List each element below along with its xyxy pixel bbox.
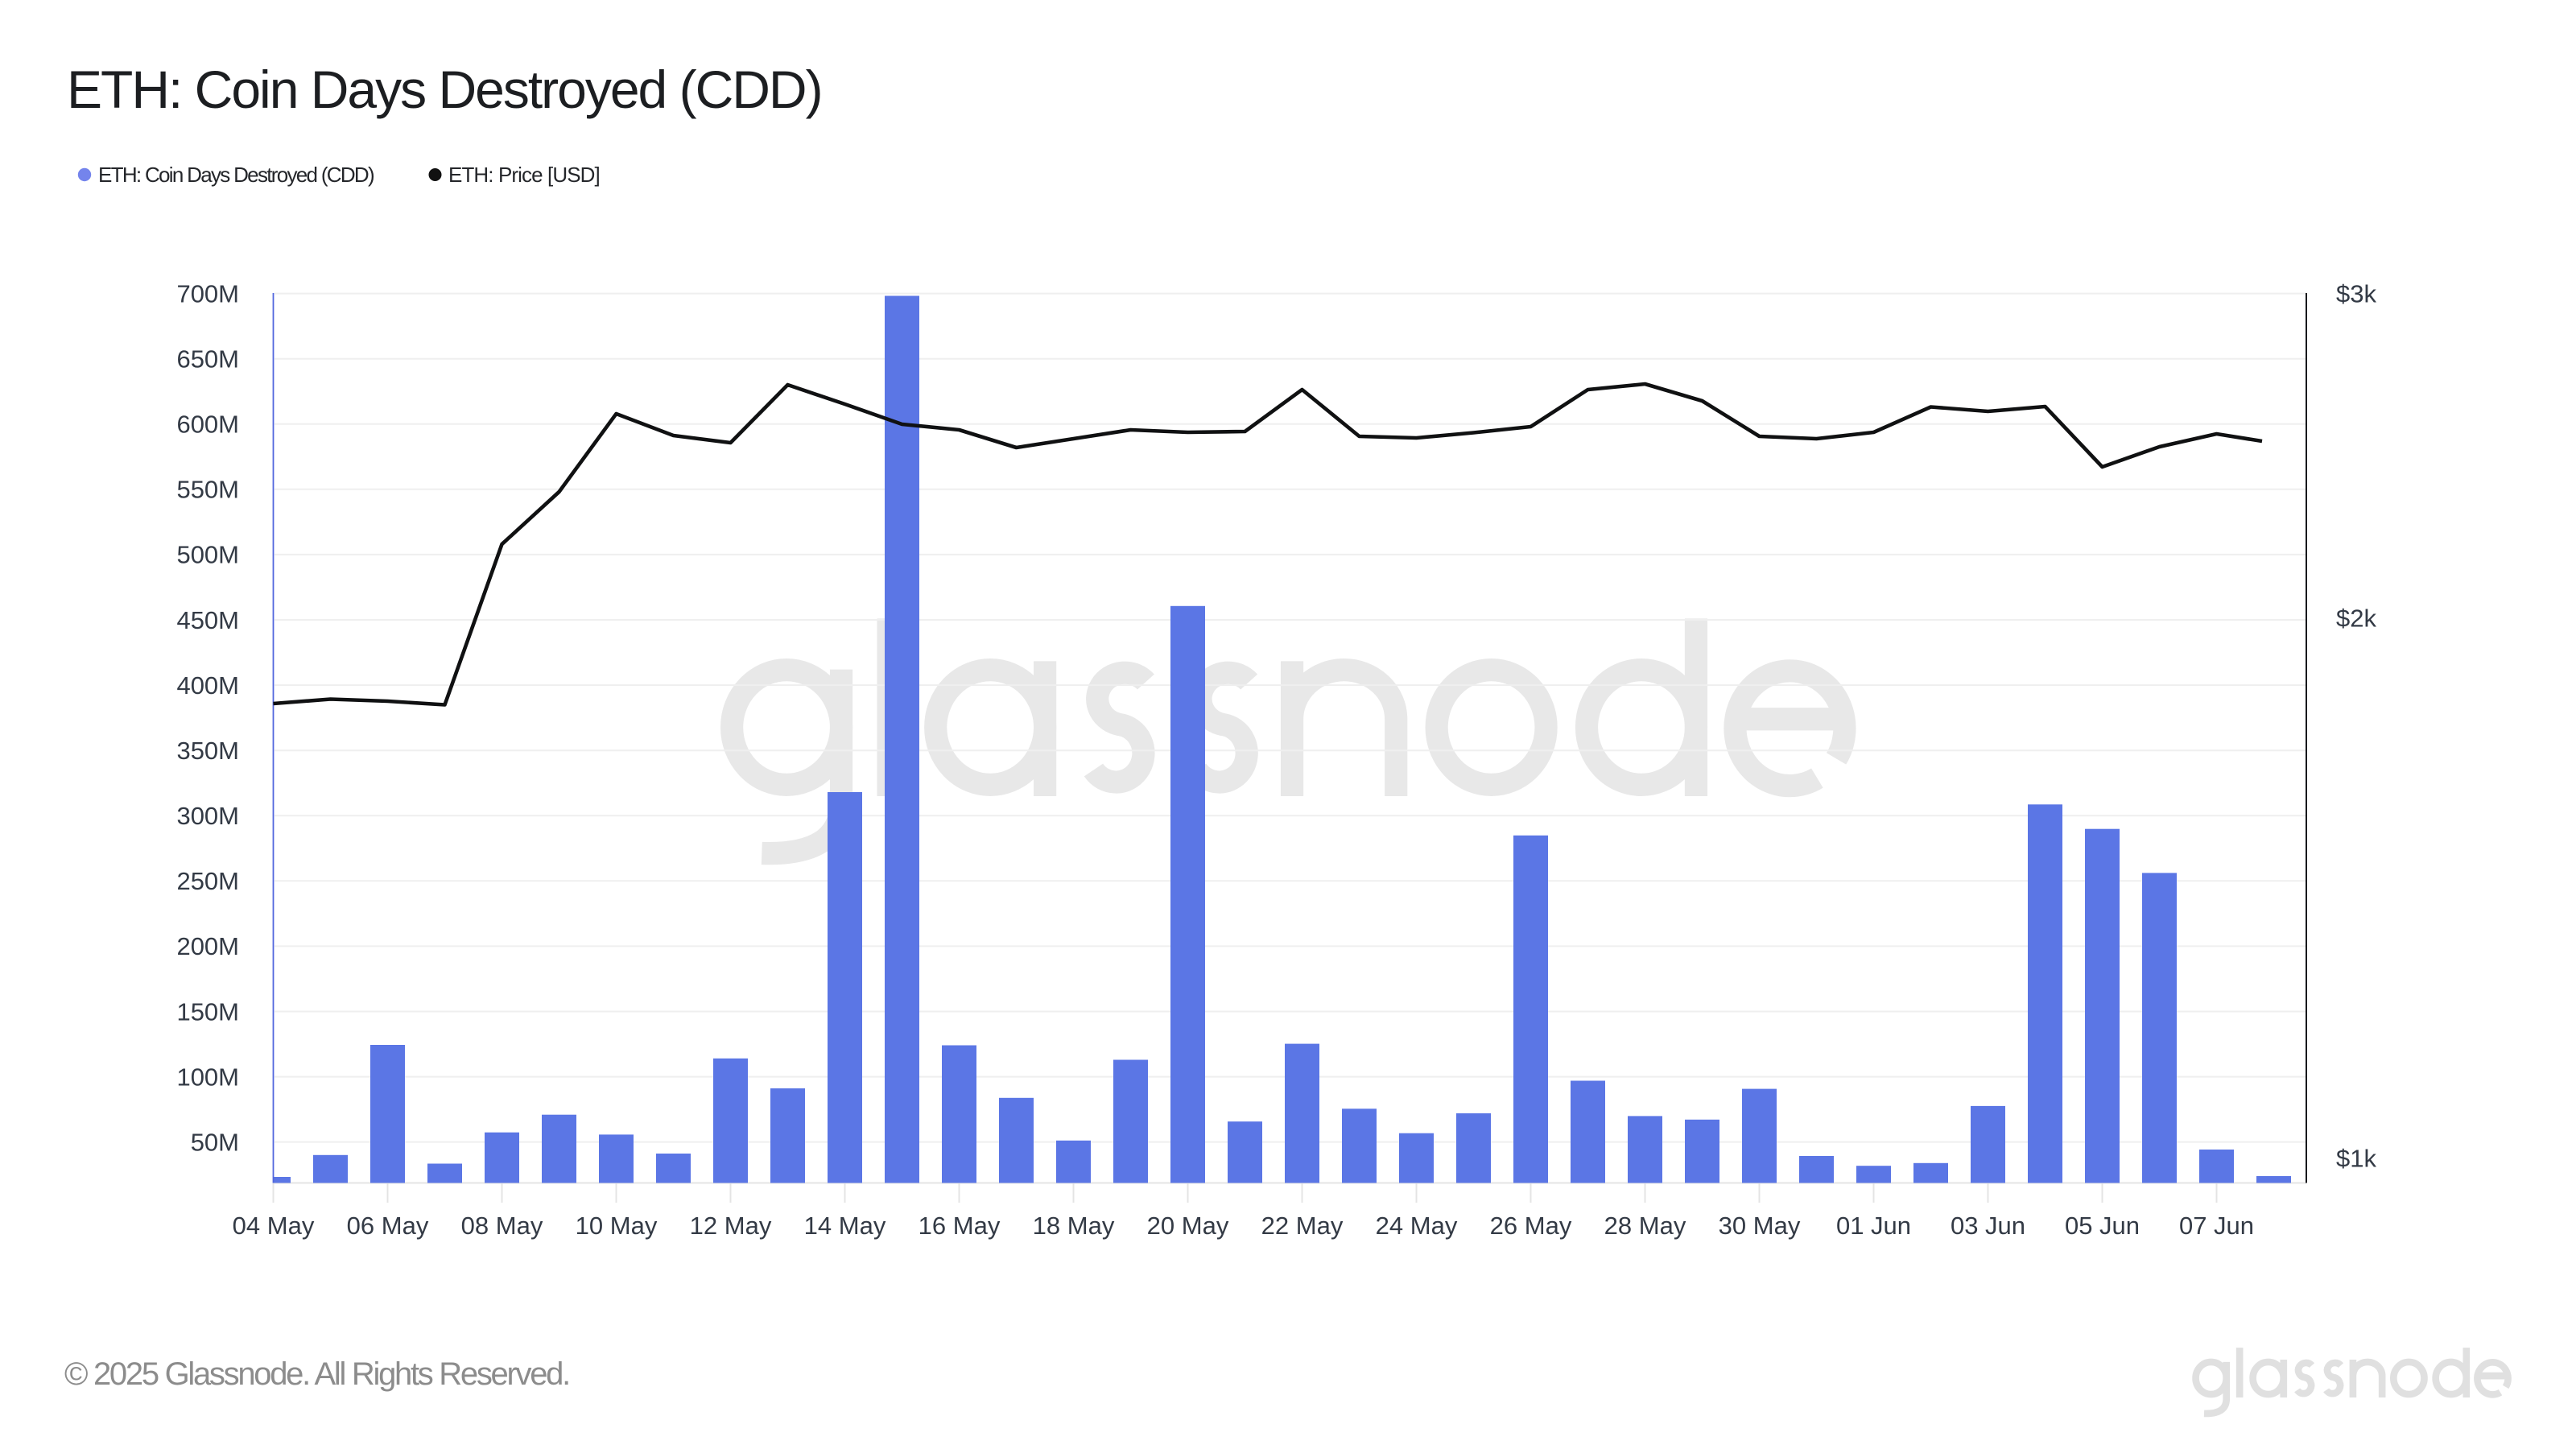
svg-text:600M: 600M [176, 411, 239, 439]
svg-text:26 May: 26 May [1490, 1212, 1572, 1240]
svg-text:400M: 400M [176, 671, 239, 700]
svg-text:100M: 100M [176, 1063, 239, 1091]
svg-text:05 Jun: 05 Jun [2065, 1212, 2140, 1240]
svg-text:14 May: 14 May [804, 1212, 886, 1240]
svg-text:30 May: 30 May [1719, 1212, 1801, 1240]
svg-text:24 May: 24 May [1376, 1212, 1458, 1240]
svg-text:22 May: 22 May [1261, 1212, 1344, 1240]
svg-text:200M: 200M [176, 932, 239, 960]
svg-text:250M: 250M [176, 867, 239, 895]
svg-text:550M: 550M [176, 476, 239, 504]
svg-text:03 Jun: 03 Jun [1951, 1212, 2025, 1240]
svg-text:$1k: $1k [2336, 1144, 2376, 1172]
svg-text:10 May: 10 May [576, 1212, 658, 1240]
svg-text:300M: 300M [176, 802, 239, 830]
svg-text:450M: 450M [176, 606, 239, 634]
svg-text:12 May: 12 May [690, 1212, 772, 1240]
svg-text:06 May: 06 May [347, 1212, 429, 1240]
svg-text:20 May: 20 May [1147, 1212, 1229, 1240]
svg-text:© 2025 Glassnode. All Rights R: © 2025 Glassnode. All Rights Reserved. [64, 1356, 569, 1392]
svg-text:500M: 500M [176, 541, 239, 569]
svg-text:18 May: 18 May [1033, 1212, 1115, 1240]
svg-text:650M: 650M [176, 345, 239, 374]
svg-text:07 Jun: 07 Jun [2179, 1212, 2254, 1240]
svg-text:01 Jun: 01 Jun [1836, 1212, 1911, 1240]
svg-text:$2k: $2k [2336, 604, 2376, 632]
svg-text:$3k: $3k [2336, 279, 2376, 308]
svg-text:350M: 350M [176, 737, 239, 765]
svg-text:ETH: Price [USD]: ETH: Price [USD] [448, 163, 600, 187]
svg-text:16 May: 16 May [919, 1212, 1001, 1240]
svg-text:700M: 700M [176, 279, 239, 308]
svg-text:28 May: 28 May [1604, 1212, 1686, 1240]
svg-text:ETH: Coin Days Destroyed (CDD): ETH: Coin Days Destroyed (CDD) [67, 60, 822, 119]
svg-text:04 May: 04 May [233, 1212, 315, 1240]
svg-text:150M: 150M [176, 997, 239, 1026]
svg-text:50M: 50M [191, 1128, 239, 1156]
svg-text:ETH: Coin Days Destroyed (CDD): ETH: Coin Days Destroyed (CDD) [98, 163, 374, 187]
svg-text:08 May: 08 May [461, 1212, 543, 1240]
